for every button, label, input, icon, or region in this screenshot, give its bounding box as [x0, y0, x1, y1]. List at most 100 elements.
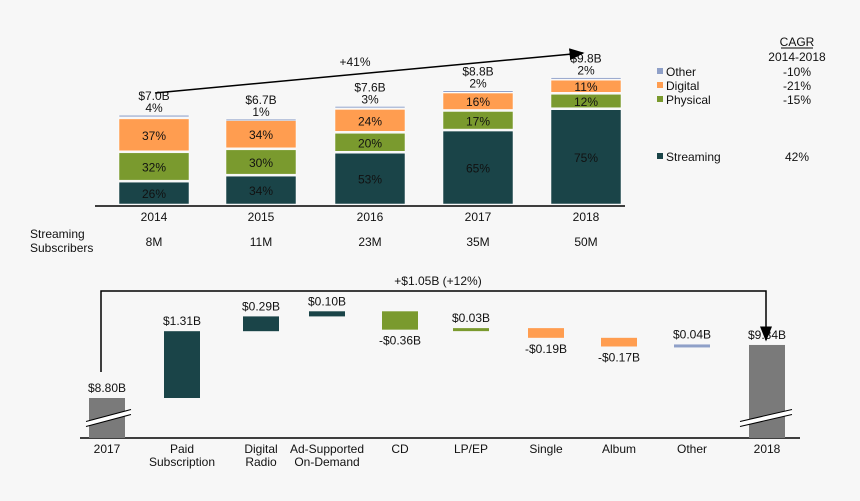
segment-label: 53%: [358, 173, 382, 187]
bar-segment-streaming: [118, 181, 190, 205]
segment-label: 1%: [252, 105, 270, 119]
bar-segment-physical: [334, 133, 406, 152]
legend-label: Digital: [666, 79, 699, 93]
subscriber-count: 23M: [358, 235, 381, 249]
waterfall-value-label: -$0.36B: [379, 334, 421, 348]
bar-segment-digital: [225, 119, 297, 149]
waterfall-bar: [601, 337, 637, 347]
waterfall-value-label: $1.31B: [163, 314, 201, 328]
segment-label: 12%: [574, 95, 598, 109]
segment-label: 16%: [466, 95, 490, 109]
segment-label: 20%: [358, 136, 382, 150]
change-annotation: +$1.05B (+12%): [394, 274, 481, 288]
total-label: $7.6B: [354, 80, 385, 94]
legend-label: Other: [666, 65, 696, 79]
segment-label: 24%: [358, 114, 382, 128]
waterfall-category-label: 2017: [94, 442, 121, 456]
waterfall-category-label: LP/EP: [454, 442, 488, 456]
waterfall-category-label: On-Demand: [294, 455, 359, 469]
waterfall-category-label: CD: [391, 442, 409, 456]
waterfall-category-label: Radio: [245, 455, 277, 469]
segment-label: 32%: [142, 160, 166, 174]
segment-label: 26%: [142, 187, 166, 201]
segment-label: 2%: [577, 64, 595, 78]
waterfall-bar: [309, 311, 345, 317]
axis-break-mark: [85, 409, 132, 422]
legend-swatch-streaming: [657, 153, 663, 159]
subscribers-label: Subscribers: [30, 241, 93, 255]
subscribers-label: Streaming: [30, 227, 85, 241]
bar-segment-physical: [225, 149, 297, 175]
bar-segment-digital: [442, 92, 514, 110]
bar-segment-physical: [442, 111, 514, 130]
segment-label: 75%: [574, 151, 598, 165]
segment-label: 34%: [249, 184, 273, 198]
cagr-value: 42%: [785, 150, 809, 164]
axis-break-mark: [739, 409, 793, 422]
bar-segment-streaming: [442, 130, 514, 205]
segment-label: 2%: [469, 77, 487, 91]
waterfall-value-label: -$0.19B: [525, 342, 567, 356]
bar-segment-streaming: [550, 109, 622, 205]
legend-swatch-digital: [657, 82, 663, 88]
subscriber-count: 11M: [250, 235, 272, 249]
axis-break-mark: [739, 414, 793, 427]
subscriber-count: 35M: [466, 235, 489, 249]
waterfall-value-label: $9.84B: [748, 328, 786, 342]
bar-segment-other: [550, 77, 622, 80]
waterfall-bar: [453, 328, 489, 332]
cagr-value: -10%: [783, 65, 811, 79]
bar-segment-digital: [334, 109, 406, 132]
total-label: $8.8B: [462, 65, 493, 79]
axis-break-gap: [739, 409, 793, 427]
segment-label: 3%: [361, 92, 379, 106]
waterfall-bar: [243, 316, 279, 332]
bar-segment-other: [225, 118, 297, 121]
total-label: $6.7B: [245, 93, 276, 107]
waterfall-value-label: $0.03B: [452, 311, 490, 325]
bar-segment-other: [442, 90, 514, 93]
change-bracket-arrow: [100, 290, 772, 372]
bar-segment-physical: [550, 94, 622, 108]
segment-label: 30%: [249, 156, 273, 170]
bar-segment-streaming: [225, 175, 297, 205]
cagr-value: -21%: [783, 79, 811, 93]
cagr-header: CAGR: [780, 35, 815, 49]
waterfall-category-label: Digital: [244, 442, 277, 456]
legend-label: Physical: [666, 93, 711, 107]
segment-label: 4%: [145, 101, 163, 115]
waterfall-bar: [164, 331, 200, 398]
legend-swatch-other: [657, 68, 663, 74]
waterfall-bar: [382, 311, 418, 330]
bar-segment-physical: [118, 152, 190, 181]
waterfall-value-label: $0.10B: [308, 294, 346, 308]
waterfall-category-label: Album: [602, 442, 636, 456]
segment-label: 17%: [466, 114, 490, 128]
legend-swatch-physical: [657, 96, 663, 102]
waterfall-value-label: $8.80B: [88, 381, 126, 395]
bar-segment-other: [334, 106, 406, 109]
bar-segment-digital: [550, 79, 622, 93]
segment-label: 11%: [574, 80, 597, 94]
axis-break-gap: [85, 409, 132, 427]
waterfall-bar: [749, 344, 785, 438]
waterfall-category-label: Ad-Supported: [290, 442, 364, 456]
x-tick-label: 2015: [248, 210, 275, 224]
segment-label: 37%: [142, 129, 166, 143]
waterfall-category-label: Subscription: [149, 455, 215, 469]
waterfall-bar: [528, 328, 564, 338]
waterfall-value-label: -$0.17B: [598, 350, 640, 364]
waterfall-value-label: $0.04B: [673, 327, 711, 341]
waterfall-bar: [674, 344, 710, 348]
bar-segment-digital: [118, 118, 190, 152]
x-tick-label: 2017: [465, 210, 492, 224]
subscriber-count: 50M: [574, 235, 597, 249]
bar-segment-other: [118, 114, 190, 118]
waterfall-category-label: Paid: [170, 442, 194, 456]
legend-label: Streaming: [666, 150, 721, 164]
x-tick-label: 2016: [357, 210, 384, 224]
axis-break-mark: [85, 414, 132, 427]
growth-annotation: +41%: [339, 55, 370, 69]
